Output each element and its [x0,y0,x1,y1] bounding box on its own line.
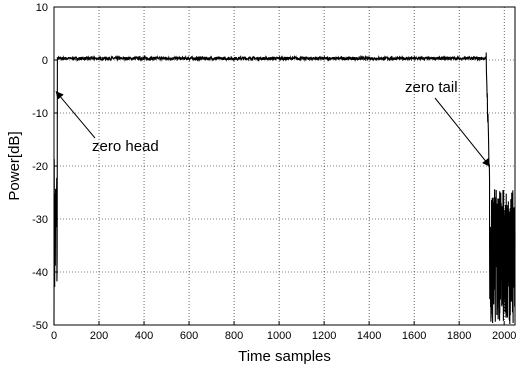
x-tick-label: 1200 [312,330,336,342]
y-tick-label: 10 [36,2,48,14]
annotations: zero head zero tail [55,79,491,167]
annotation-zero-head: zero head [92,138,159,155]
y-axis-label: Power[dB] [6,131,23,200]
x-tick-label: 1600 [402,330,426,342]
annotation-arrow-head [55,91,96,139]
x-tick-label: 1400 [357,330,381,342]
x-tick-label: 0 [51,330,57,342]
x-tick-label: 600 [180,330,198,342]
x-tick-label: 1000 [267,330,291,342]
y-tick-label: -40 [32,267,48,279]
y-tick-label: 0 [42,55,48,67]
y-tick-label: -50 [32,320,48,332]
annotation-arrow-tail [434,97,491,167]
x-tick-label: 800 [225,330,243,342]
annotation-zero-tail: zero tail [405,79,458,96]
signal-series [53,52,516,325]
y-tick-label: -20 [32,161,48,173]
x-axis-label: Time samples [238,348,331,365]
y-tick-label: -10 [32,108,48,120]
x-tick-label: 400 [135,330,153,342]
grid-lines [53,6,515,326]
y-tick-label: -30 [32,214,48,226]
x-tick-label: 200 [90,330,108,342]
signal-line [53,52,516,325]
y-tick-labels: 10 0 -10 -20 -30 -40 -50 [32,2,58,332]
x-tick-labels: 0 200 400 600 800 1000 1200 1400 1600 1800 2000 [51,321,516,342]
x-tick-label: 2000 [492,330,516,342]
x-tick-label: 1800 [447,330,471,342]
